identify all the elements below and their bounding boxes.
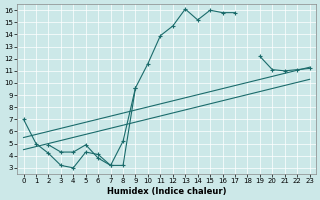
X-axis label: Humidex (Indice chaleur): Humidex (Indice chaleur) xyxy=(107,187,226,196)
